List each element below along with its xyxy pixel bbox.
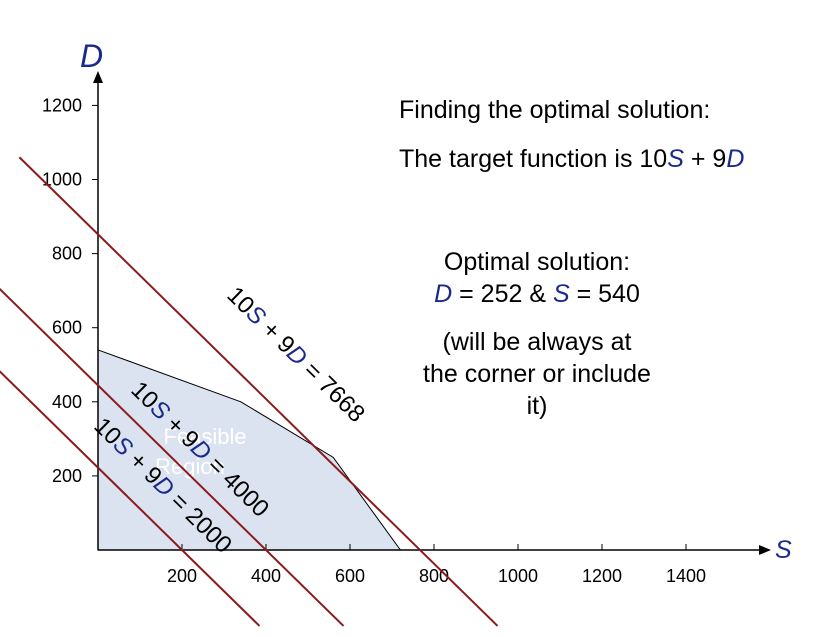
iso-line bbox=[0, 287, 345, 627]
x-axis-arrow-icon bbox=[759, 545, 771, 555]
optimal-s-value: = 540 bbox=[569, 280, 640, 308]
y-ticks: 200 400 600 800 1000 1200 bbox=[42, 95, 98, 486]
x-ticks: 200 400 600 800 1000 1200 1400 bbox=[167, 544, 706, 586]
y-axis-arrow-icon bbox=[93, 71, 103, 83]
note-line-1: (will be always at bbox=[442, 328, 632, 356]
iso-line bbox=[0, 370, 261, 627]
y-tick-label: 800 bbox=[52, 244, 82, 264]
y-tick-label: 600 bbox=[52, 318, 82, 338]
x-axis-label: S bbox=[775, 536, 792, 564]
target-var-d: D bbox=[726, 145, 745, 173]
optimal-var-s: S bbox=[552, 280, 570, 308]
optimal-var-d: D bbox=[434, 280, 453, 308]
target-function: The target function is 10S + 9D bbox=[399, 145, 744, 174]
target-mid: + 9 bbox=[683, 145, 727, 173]
x-tick-label: 200 bbox=[167, 566, 197, 586]
x-tick-label: 800 bbox=[419, 566, 449, 586]
optimal-d-value: = 252 & bbox=[452, 280, 553, 308]
x-tick-label: 1400 bbox=[666, 566, 706, 586]
y-tick-label: 400 bbox=[52, 392, 82, 412]
feasible-region-label: Feasible bbox=[163, 424, 246, 449]
x-tick-label: 1000 bbox=[498, 566, 538, 586]
x-tick-label: 400 bbox=[251, 566, 281, 586]
target-var-s: S bbox=[667, 145, 684, 173]
x-tick-label: 600 bbox=[335, 566, 365, 586]
y-axis-label: D bbox=[80, 38, 103, 74]
optimal-title: Optimal solution: bbox=[443, 248, 631, 276]
optimal-values: D = 252 & S = 540 bbox=[412, 280, 662, 309]
y-tick-label: 1000 bbox=[42, 170, 82, 190]
note-line-3: it) bbox=[526, 392, 548, 420]
y-tick-label: 200 bbox=[52, 466, 82, 486]
x-tick-label: 1200 bbox=[582, 566, 622, 586]
iso-line bbox=[18, 156, 499, 627]
y-tick-label: 1200 bbox=[42, 95, 82, 115]
heading: Finding the optimal solution: bbox=[399, 96, 711, 124]
target-prefix: The target function is 10 bbox=[399, 145, 668, 173]
note-line-2: the corner or include bbox=[423, 360, 651, 388]
